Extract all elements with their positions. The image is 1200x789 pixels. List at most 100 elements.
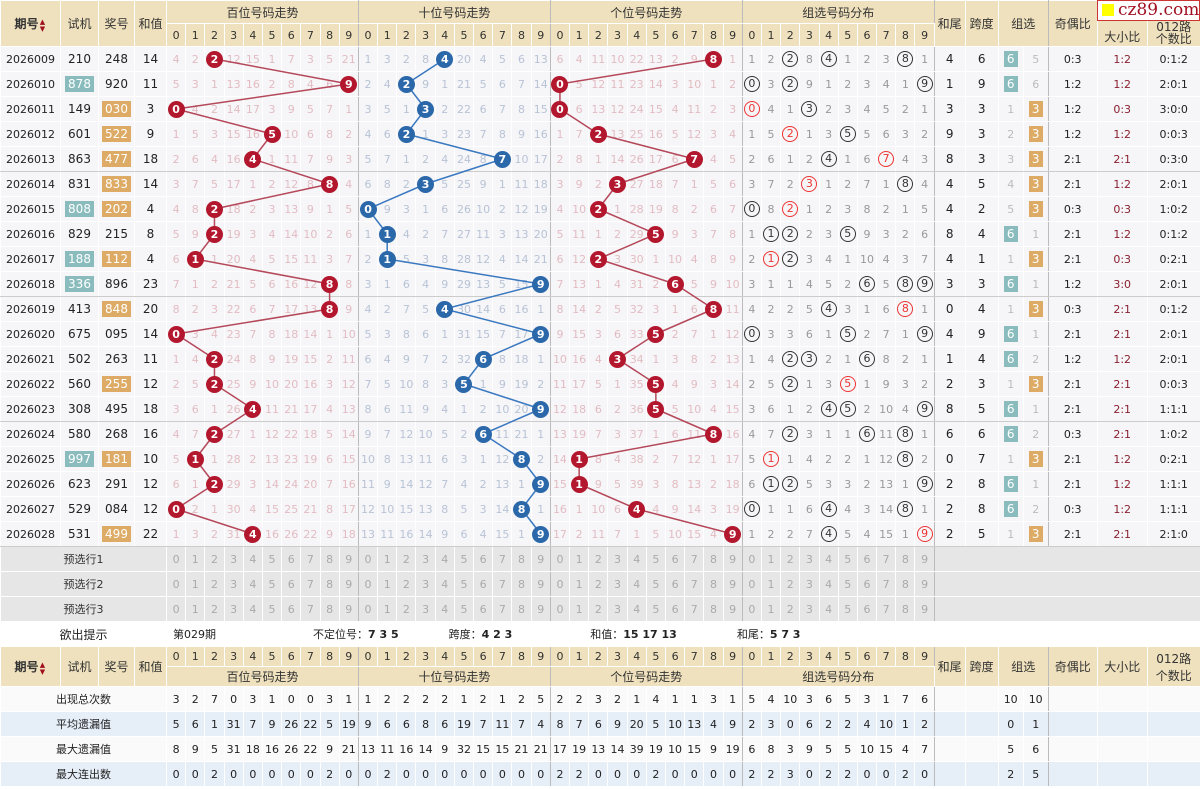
preselect-digit[interactable]: 6 xyxy=(473,571,494,597)
preselect-digit[interactable]: 6 xyxy=(664,596,686,622)
preselect-digit[interactable]: 3 xyxy=(799,546,820,572)
preselect-digit[interactable]: 9 xyxy=(530,571,551,597)
preselect-digit[interactable]: 2 xyxy=(204,571,225,597)
preselect-digit[interactable]: 8 xyxy=(703,571,724,597)
preselect-digit[interactable]: 2 xyxy=(396,571,417,597)
preselect-digit[interactable]: 1 xyxy=(377,596,398,622)
preselect-digit[interactable]: 1 xyxy=(185,571,206,597)
preselect-digit[interactable]: 0 xyxy=(165,571,187,597)
preselect-digit[interactable]: 1 xyxy=(185,546,206,572)
preselect-digit[interactable]: 8 xyxy=(511,571,532,597)
preselect-digit[interactable]: 2 xyxy=(780,596,801,622)
preselect-digit[interactable]: 8 xyxy=(895,596,916,622)
preselect-digit[interactable]: 9 xyxy=(914,546,935,572)
preselect-digit[interactable]: 8 xyxy=(895,546,916,572)
preselect-digit[interactable]: 9 xyxy=(338,546,359,572)
preselect-digit[interactable]: 4 xyxy=(626,596,647,622)
preselect-digit[interactable]: 9 xyxy=(722,571,743,597)
preselect-digit[interactable]: 7 xyxy=(492,596,513,622)
preselect-digit[interactable]: 8 xyxy=(511,546,532,572)
preselect-digit[interactable]: 0 xyxy=(741,571,762,597)
preselect-digit[interactable]: 1 xyxy=(377,571,398,597)
preselect-digit[interactable]: 0 xyxy=(165,546,187,572)
preselect-digit[interactable]: 4 xyxy=(818,596,839,622)
preselect-digit[interactable]: 6 xyxy=(664,571,686,597)
preselect-digit[interactable]: 1 xyxy=(569,596,590,622)
preselect-digit[interactable]: 0 xyxy=(357,596,379,622)
preselect-digit[interactable]: 4 xyxy=(434,596,455,622)
preselect-digit[interactable]: 5 xyxy=(837,571,858,597)
preselect-digit[interactable]: 2 xyxy=(588,571,609,597)
preselect-digit[interactable]: 6 xyxy=(473,546,494,572)
preselect-digit[interactable]: 6 xyxy=(856,546,878,572)
preselect-digit[interactable]: 8 xyxy=(895,571,916,597)
preselect-digit[interactable]: 8 xyxy=(703,596,724,622)
preselect-digit[interactable]: 9 xyxy=(338,571,359,597)
preselect-digit[interactable]: 2 xyxy=(396,546,417,572)
preselect-digit[interactable]: 3 xyxy=(607,546,628,572)
preselect-digit[interactable]: 3 xyxy=(607,571,628,597)
preselect-digit[interactable]: 2 xyxy=(780,571,801,597)
preselect-digit[interactable]: 8 xyxy=(319,571,340,597)
preselect-digit[interactable]: 6 xyxy=(856,596,878,622)
preselect-digit[interactable]: 7 xyxy=(876,571,897,597)
preselect-digit[interactable]: 5 xyxy=(645,596,666,622)
preselect-digit[interactable]: 1 xyxy=(569,571,590,597)
preselect-digit[interactable]: 5 xyxy=(453,546,475,572)
preselect-digit[interactable]: 0 xyxy=(549,596,571,622)
preselect-digit[interactable]: 9 xyxy=(722,546,743,572)
preselect-digit[interactable]: 7 xyxy=(876,596,897,622)
preselect-digit[interactable]: 5 xyxy=(645,546,666,572)
preselect-digit[interactable]: 7 xyxy=(300,596,321,622)
preselect-digit[interactable]: 0 xyxy=(549,546,571,572)
preselect-digit[interactable]: 7 xyxy=(300,571,321,597)
preselect-digit[interactable]: 6 xyxy=(664,546,686,572)
preselect-digit[interactable]: 3 xyxy=(415,596,436,622)
preselect-digit[interactable]: 2 xyxy=(588,546,609,572)
preselect-digit[interactable]: 4 xyxy=(434,546,455,572)
preselect-digit[interactable]: 3 xyxy=(223,546,244,572)
preselect-digit[interactable]: 7 xyxy=(684,546,705,572)
preselect-digit[interactable]: 3 xyxy=(799,571,820,597)
preselect-digit[interactable]: 5 xyxy=(261,571,283,597)
preselect-digit[interactable]: 4 xyxy=(626,546,647,572)
preselect-digit[interactable]: 5 xyxy=(453,596,475,622)
preselect-digit[interactable]: 7 xyxy=(492,571,513,597)
preselect-digit[interactable]: 1 xyxy=(569,546,590,572)
preselect-digit[interactable]: 5 xyxy=(453,571,475,597)
preselect-digit[interactable]: 6 xyxy=(281,571,302,597)
preselect-digit[interactable]: 6 xyxy=(281,596,302,622)
preselect-digit[interactable]: 0 xyxy=(741,596,762,622)
preselect-digit[interactable]: 1 xyxy=(760,546,782,572)
preselect-digit[interactable]: 3 xyxy=(415,571,436,597)
preselect-digit[interactable]: 4 xyxy=(242,571,263,597)
preselect-digit[interactable]: 4 xyxy=(434,571,455,597)
preselect-digit[interactable]: 5 xyxy=(837,596,858,622)
preselect-digit[interactable]: 2 xyxy=(588,596,609,622)
sort-by-issue[interactable]: 期号▲▼ xyxy=(0,646,61,687)
preselect-digit[interactable]: 0 xyxy=(165,596,187,622)
preselect-digit[interactable]: 4 xyxy=(242,546,263,572)
preselect-digit[interactable]: 4 xyxy=(818,546,839,572)
preselect-digit[interactable]: 0 xyxy=(741,546,762,572)
preselect-digit[interactable]: 2 xyxy=(204,596,225,622)
preselect-digit[interactable]: 2 xyxy=(780,546,801,572)
preselect-digit[interactable]: 8 xyxy=(703,546,724,572)
preselect-digit[interactable]: 8 xyxy=(319,596,340,622)
preselect-digit[interactable]: 0 xyxy=(549,571,571,597)
preselect-digit[interactable]: 9 xyxy=(338,596,359,622)
preselect-digit[interactable]: 7 xyxy=(684,571,705,597)
preselect-digit[interactable]: 1 xyxy=(185,596,206,622)
preselect-digit[interactable]: 3 xyxy=(223,596,244,622)
preselect-digit[interactable]: 8 xyxy=(319,546,340,572)
preselect-digit[interactable]: 2 xyxy=(204,546,225,572)
preselect-digit[interactable]: 1 xyxy=(377,546,398,572)
preselect-digit[interactable]: 0 xyxy=(357,546,379,572)
preselect-digit[interactable]: 9 xyxy=(914,571,935,597)
site-logo[interactable]: cz89.com xyxy=(1097,0,1200,21)
preselect-digit[interactable]: 7 xyxy=(876,546,897,572)
preselect-digit[interactable]: 4 xyxy=(242,596,263,622)
preselect-digit[interactable]: 9 xyxy=(722,596,743,622)
preselect-digit[interactable]: 7 xyxy=(300,546,321,572)
preselect-digit[interactable]: 1 xyxy=(760,596,782,622)
